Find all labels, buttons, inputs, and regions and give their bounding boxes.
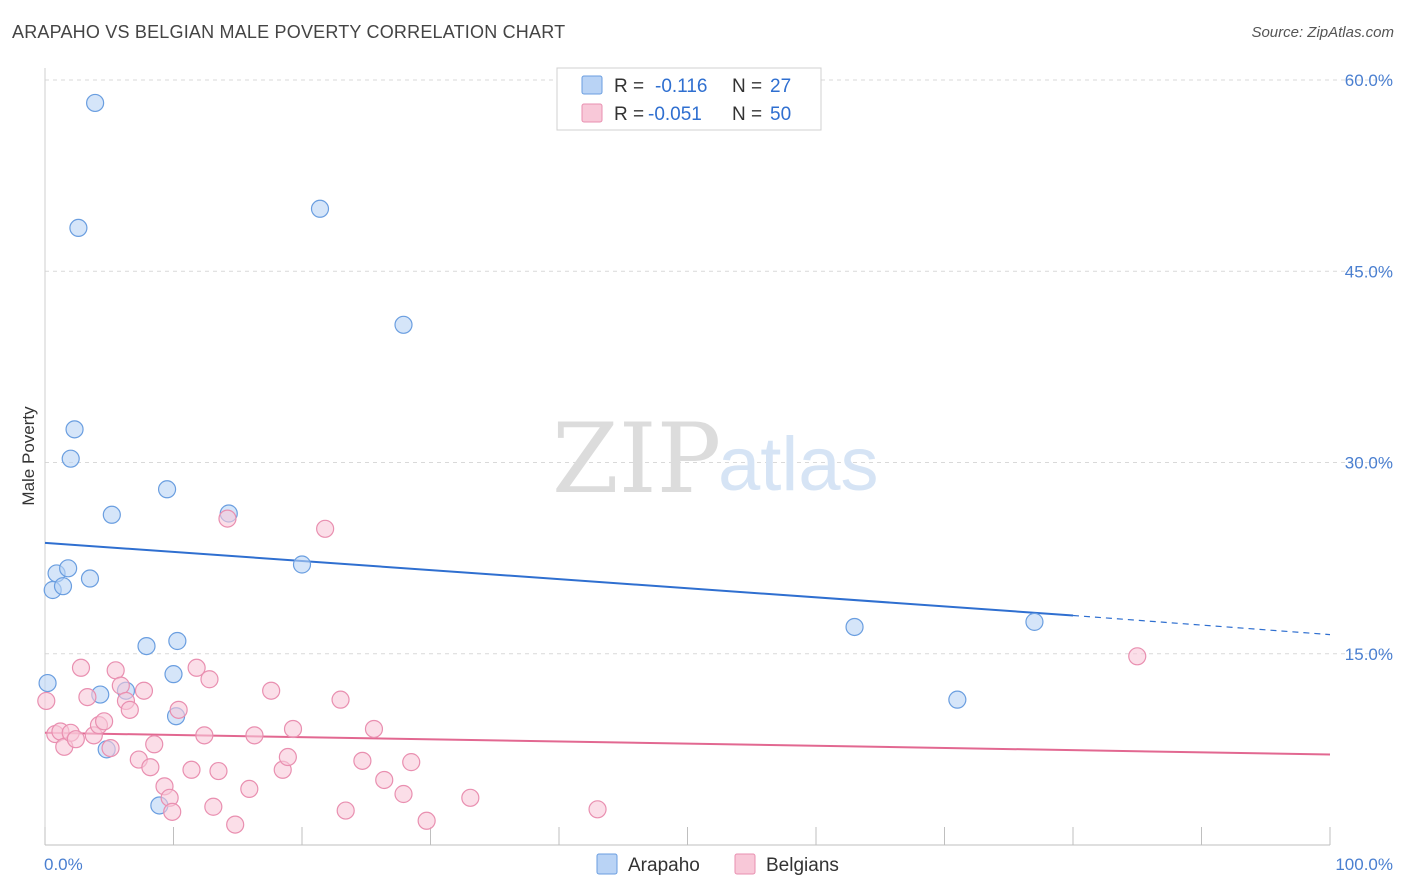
belgians-point (316, 519, 335, 538)
belgians-point (182, 760, 201, 779)
belgians-point (394, 784, 413, 804)
belgians-point (187, 658, 206, 677)
watermark: ZIP atlas (552, 403, 879, 515)
arapaho-point (86, 93, 105, 113)
watermark-zip: ZIP (552, 403, 721, 515)
series-legend-label-arapaho: Arapaho (628, 855, 700, 876)
belgians-point (336, 801, 355, 820)
arapaho-point (164, 665, 183, 684)
arapaho-point (102, 505, 121, 524)
y-tick-label: 45.0% (1345, 262, 1393, 281)
grid-lines (45, 79, 1392, 655)
belgians-point (141, 758, 160, 777)
belgians-point (331, 690, 350, 709)
belgians-point (145, 735, 164, 754)
belgians-point (353, 751, 372, 770)
y-tick-label: 30.0% (1345, 454, 1393, 473)
belgians-point (283, 719, 303, 739)
legend-n-value-belgians: 50 (770, 104, 791, 125)
belgians-point (134, 681, 154, 700)
arapaho-point (168, 631, 187, 651)
y-tick-label: 60.0% (1345, 71, 1393, 90)
arapaho-points (38, 93, 1044, 815)
legend-swatch-belgians (581, 103, 603, 123)
belgians-point (37, 691, 56, 711)
belgians-point (588, 800, 607, 819)
belgians-point (402, 753, 421, 772)
belgians-point (240, 779, 259, 799)
legend-n-label-belgians: N = (732, 104, 762, 125)
arapaho-point (948, 690, 967, 709)
arapaho-point (394, 315, 413, 334)
y-tick-labels: 15.0% 30.0% 45.0% 60.0% (1345, 71, 1393, 664)
source-label: Source: ZipAtlas.com (1251, 24, 1394, 41)
belgians-point (209, 761, 228, 781)
trendline-arapaho (44, 541, 1074, 617)
belgians-point (417, 811, 436, 830)
series-legend-label-belgians: Belgians (766, 855, 839, 876)
belgians-point (78, 687, 97, 707)
arapaho-point (59, 559, 78, 578)
belgians-point (204, 797, 223, 816)
legend-r-value-belgians: -0.051 (648, 104, 702, 125)
belgians-point (461, 788, 480, 807)
stats-legend: R = -0.116 N = 27 R = -0.051 N = 50 (556, 67, 822, 131)
arapaho-point (61, 449, 80, 468)
arapaho-point (845, 617, 864, 637)
watermark-atlas: atlas (718, 422, 879, 507)
arapaho-point (310, 199, 330, 218)
series-legend-swatch-arapaho (596, 853, 618, 875)
legend-r-label-arapaho: R = (614, 76, 644, 97)
x-tick-label-min: 0.0% (44, 855, 83, 874)
belgians-point (200, 670, 219, 689)
series-legend-swatch-belgians (734, 853, 756, 875)
y-axis-label: Male Poverty (19, 406, 38, 506)
belgians-point (195, 726, 214, 745)
belgians-point (111, 676, 130, 695)
belgians-point (95, 712, 114, 731)
belgians-point (169, 700, 188, 719)
trendline-arapaho-extension (1072, 614, 1331, 636)
belgians-point (375, 770, 394, 790)
belgians-point (101, 738, 120, 758)
arapaho-point (292, 555, 312, 574)
belgians-point (1128, 647, 1147, 666)
series-legend: Arapaho Belgians (596, 853, 839, 876)
arapaho-point (137, 636, 156, 656)
x-ticks (44, 827, 1331, 845)
trendline-belgians (44, 731, 1331, 756)
belgians-point (364, 719, 384, 739)
legend-swatch-arapaho (581, 75, 603, 95)
belgians-point (163, 802, 182, 821)
belgians-point (66, 730, 85, 749)
y-tick-label: 15.0% (1345, 645, 1393, 664)
belgians-point (262, 681, 281, 700)
x-tick-label-max: 100.0% (1335, 855, 1393, 874)
legend-n-label-arapaho: N = (732, 76, 762, 97)
arapaho-point (65, 420, 84, 439)
arapaho-point (38, 673, 57, 693)
legend-r-value-arapaho: -0.116 (655, 76, 707, 97)
belgians-point (106, 661, 125, 680)
arapaho-point (1025, 612, 1044, 631)
arapaho-point (53, 577, 73, 596)
arapaho-point (157, 480, 177, 499)
belgians-point (245, 726, 264, 745)
arapaho-point (69, 218, 88, 237)
belgians-point (278, 747, 297, 767)
chart-title: ARAPAHO VS BELGIAN MALE POVERTY CORRELAT… (12, 22, 566, 42)
belgians-point (218, 509, 237, 528)
legend-n-value-arapaho: 27 (770, 76, 791, 97)
belgians-point (226, 815, 245, 834)
arapaho-point (80, 569, 100, 588)
belgians-point (120, 700, 139, 719)
belgians-points (37, 509, 1147, 834)
belgians-point (71, 658, 91, 677)
legend-r-label-belgians: R = (614, 104, 644, 125)
